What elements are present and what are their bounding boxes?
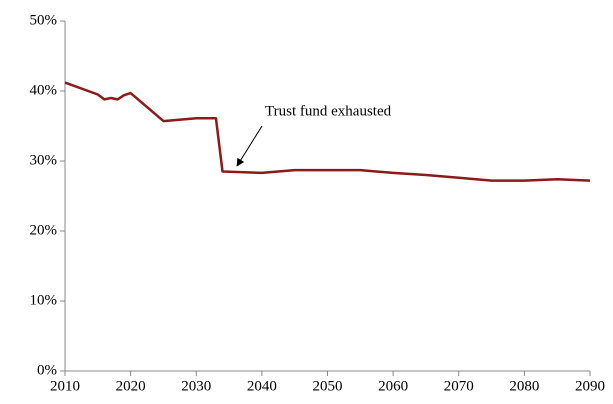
x-tick-label: 2060 [378,378,408,394]
y-tick-label: 40% [30,82,58,98]
line [64,81,591,182]
y-tick-label: 10% [30,292,58,308]
y-tick-label: 20% [30,222,58,238]
x-tick-label: 2030 [181,378,211,394]
x-tick-label: 2020 [116,378,146,394]
x-tick-label: 2040 [247,378,277,394]
annotation-arrow [236,125,263,167]
y-tick-label: 0% [37,362,57,378]
x-tick-label: 2070 [444,378,474,394]
x-tick-label: 2090 [575,378,605,394]
y-tick-label: 30% [30,152,58,168]
y-tick-label: 50% [30,12,58,28]
annotation: Trust fund exhausted [265,103,392,119]
x-tick-label: 2010 [50,378,80,394]
x-tick-label: 2050 [313,378,343,394]
x-tick-label: 2080 [509,378,539,394]
